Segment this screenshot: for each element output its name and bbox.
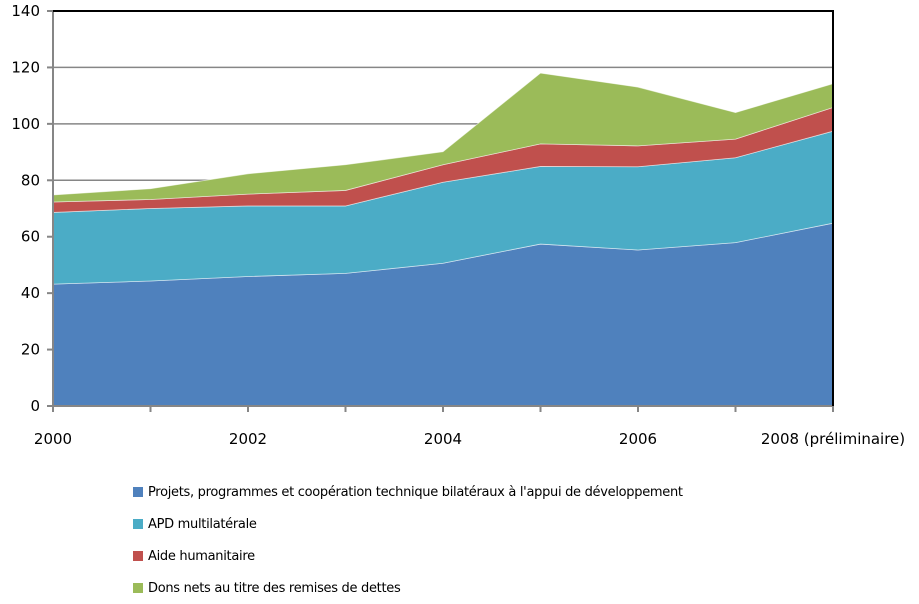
y-tick-label: 0 (30, 397, 40, 415)
legend-label: Aide humanitaire (148, 548, 255, 564)
x-axis-ticks: 2000 2002 2004 2006 2008 (préliminaire) (34, 406, 905, 448)
legend-item: Dons nets au titre des remises de dettes (133, 572, 683, 604)
y-tick-label: 20 (21, 341, 40, 359)
y-tick-label: 60 (21, 228, 40, 246)
y-tick-label: 80 (21, 171, 40, 189)
x-tick-label: 2008 (préliminaire) (761, 430, 905, 448)
legend-item: Aide humanitaire (133, 540, 683, 572)
x-tick-label: 2000 (34, 430, 72, 448)
legend-label: Dons nets au titre des remises de dettes (148, 580, 401, 596)
y-tick-label: 120 (11, 58, 40, 76)
y-tick-label: 100 (11, 115, 40, 133)
legend-swatch (133, 583, 143, 593)
legend-swatch (133, 487, 143, 497)
x-tick-label: 2002 (229, 430, 267, 448)
legend-swatch (133, 551, 143, 561)
legend: Projets, programmes et coopération techn… (133, 476, 683, 604)
y-tick-label: 140 (11, 2, 40, 20)
legend-item: APD multilatérale (133, 508, 683, 540)
stacked-area-chart: 0 20 40 60 80 100 120 140 2000 2002 2004 2006 2008 … (11, 2, 905, 448)
y-axis-ticks: 0 20 40 60 80 100 120 140 (11, 2, 53, 415)
y-tick-label: 40 (21, 284, 40, 302)
legend-item: Projets, programmes et coopération techn… (133, 476, 683, 508)
legend-label: APD multilatérale (148, 516, 257, 532)
area-series (52, 72, 834, 407)
axes (48, 10, 834, 411)
legend-swatch (133, 519, 143, 529)
legend-label: Projets, programmes et coopération techn… (148, 484, 683, 500)
x-tick-label: 2004 (424, 430, 462, 448)
x-tick-label: 2006 (619, 430, 657, 448)
